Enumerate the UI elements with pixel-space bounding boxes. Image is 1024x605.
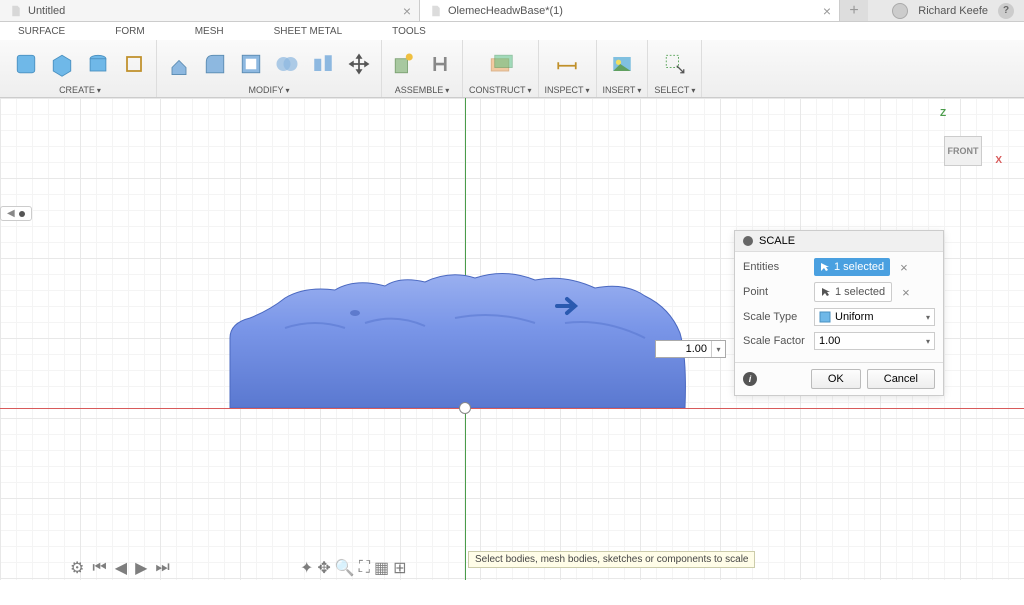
- play-end-icon[interactable]: ⏭: [155, 559, 169, 577]
- cylinder-button[interactable]: [82, 48, 114, 80]
- scalefactor-label: Scale Factor: [743, 335, 808, 347]
- user-area: Richard Keefe ?: [882, 0, 1024, 21]
- info-icon[interactable]: i: [743, 372, 757, 386]
- clear-entities-button[interactable]: ×: [896, 260, 912, 275]
- panel-title: SCALE: [759, 235, 795, 247]
- group-label[interactable]: CREATE: [59, 85, 101, 97]
- settings-icon[interactable]: ⚙: [70, 558, 84, 578]
- play-back-icon[interactable]: ◀: [115, 558, 127, 578]
- decal-button[interactable]: [606, 48, 638, 80]
- align-button[interactable]: [307, 48, 339, 80]
- sketch-button[interactable]: [118, 48, 150, 80]
- workspace-tabs: SURFACE FORM MESH SHEET METAL TOOLS: [0, 22, 1024, 40]
- uniform-icon: [819, 311, 831, 323]
- display-icon[interactable]: ▦: [374, 558, 389, 578]
- orbit-icon[interactable]: ✦: [300, 558, 313, 578]
- group-label[interactable]: INSPECT: [545, 85, 590, 97]
- help-icon[interactable]: ?: [998, 3, 1014, 19]
- browser-collapsed[interactable]: ◀: [0, 206, 32, 221]
- menu-form[interactable]: FORM: [115, 26, 144, 37]
- scalefactor-input[interactable]: 1.00▾: [814, 332, 935, 350]
- zoom-icon[interactable]: 🔍: [335, 558, 355, 578]
- x-label: X: [995, 155, 1002, 166]
- pan-icon[interactable]: ✥: [317, 558, 330, 578]
- move-button[interactable]: [343, 48, 375, 80]
- origin-marker: [459, 402, 471, 414]
- joint-button[interactable]: [424, 48, 456, 80]
- group-modify: MODIFY: [157, 40, 382, 97]
- cursor-icon: [821, 287, 831, 297]
- dropdown-icon[interactable]: ▾: [711, 341, 725, 357]
- combine-button[interactable]: [271, 48, 303, 80]
- viewcube[interactable]: Z FRONT X: [932, 108, 992, 168]
- document-tabs: Untitled × OlemecHeadwBase*(1) × + Richa…: [0, 0, 1024, 22]
- group-label[interactable]: ASSEMBLE: [395, 85, 450, 97]
- group-insert: INSERT: [597, 40, 649, 97]
- scale-panel: SCALE Entities 1 selected × Point 1 sele…: [734, 230, 944, 396]
- navigation-bar: ✦ ✥ 🔍 ⛶ ▦ ⊞: [300, 558, 406, 578]
- viewport[interactable]: ▾ ◀ Z FRONT X SCALE Entities 1 selected …: [0, 98, 1024, 580]
- group-label[interactable]: CONSTRUCT: [469, 85, 532, 97]
- scale-value-popup: ▾: [655, 340, 726, 358]
- tab-label: Untitled: [28, 5, 65, 17]
- menu-sheetmetal[interactable]: SHEET METAL: [274, 26, 343, 37]
- x-axis: [0, 408, 1024, 409]
- viewcube-face[interactable]: FRONT: [944, 136, 982, 166]
- plane-button[interactable]: [484, 48, 516, 80]
- newdesign-button[interactable]: [10, 48, 42, 80]
- collapse-icon[interactable]: [743, 236, 753, 246]
- tab-add-button[interactable]: +: [840, 0, 868, 21]
- close-icon[interactable]: ×: [823, 3, 831, 19]
- component-button[interactable]: [388, 48, 420, 80]
- clear-point-button[interactable]: ×: [898, 285, 914, 300]
- group-label[interactable]: MODIFY: [248, 85, 289, 97]
- panel-header[interactable]: SCALE: [735, 231, 943, 252]
- measure-button[interactable]: [551, 48, 583, 80]
- file-icon: [10, 5, 22, 17]
- point-selection[interactable]: 1 selected: [814, 282, 892, 302]
- mesh-body[interactable]: [225, 268, 690, 408]
- avatar-icon[interactable]: [892, 3, 908, 19]
- z-label: Z: [940, 108, 946, 119]
- point-label: Point: [743, 286, 808, 298]
- toolbar: CREATE MODIFY ASSEMBLE CONSTRUCT INSPECT: [0, 40, 1024, 98]
- cancel-button[interactable]: Cancel: [867, 369, 935, 389]
- tooltip-hint: Select bodies, mesh bodies, sketches or …: [468, 551, 755, 568]
- scale-value-input[interactable]: [656, 341, 711, 357]
- presspull-button[interactable]: [163, 48, 195, 80]
- fillet-button[interactable]: [199, 48, 231, 80]
- group-construct: CONSTRUCT: [463, 40, 539, 97]
- scale-arrow-handle[interactable]: [555, 296, 583, 321]
- menu-tools[interactable]: TOOLS: [392, 26, 426, 37]
- group-select: SELECT: [648, 40, 702, 97]
- entities-selection[interactable]: 1 selected: [814, 258, 890, 276]
- entities-label: Entities: [743, 261, 808, 273]
- timeline-controls: ⚙ ⏮ ◀ ▶ ⏭: [70, 558, 170, 578]
- menu-mesh[interactable]: MESH: [195, 26, 224, 37]
- close-icon[interactable]: ×: [403, 3, 411, 19]
- fit-icon[interactable]: ⛶: [359, 559, 370, 577]
- cursor-icon: [820, 262, 830, 272]
- shell-button[interactable]: [235, 48, 267, 80]
- group-label[interactable]: SELECT: [654, 85, 695, 97]
- scaletype-select[interactable]: Uniform▾: [814, 308, 935, 326]
- user-name: Richard Keefe: [918, 5, 988, 17]
- tab-untitled[interactable]: Untitled ×: [0, 0, 420, 21]
- ok-button[interactable]: OK: [811, 369, 861, 389]
- menu-surface[interactable]: SURFACE: [18, 26, 65, 37]
- group-inspect: INSPECT: [539, 40, 597, 97]
- play-start-icon[interactable]: ⏮: [92, 559, 106, 577]
- tab-olemec[interactable]: OlemecHeadwBase*(1) ×: [420, 0, 840, 21]
- tab-label: OlemecHeadwBase*(1): [448, 5, 563, 17]
- box-button[interactable]: [46, 48, 78, 80]
- group-assemble: ASSEMBLE: [382, 40, 463, 97]
- group-create: CREATE: [4, 40, 157, 97]
- select-button[interactable]: [659, 48, 691, 80]
- group-label[interactable]: INSERT: [603, 85, 642, 97]
- file-icon: [430, 5, 442, 17]
- grid-icon[interactable]: ⊞: [393, 558, 406, 578]
- scaletype-label: Scale Type: [743, 311, 808, 323]
- play-fwd-icon[interactable]: ▶: [135, 558, 147, 578]
